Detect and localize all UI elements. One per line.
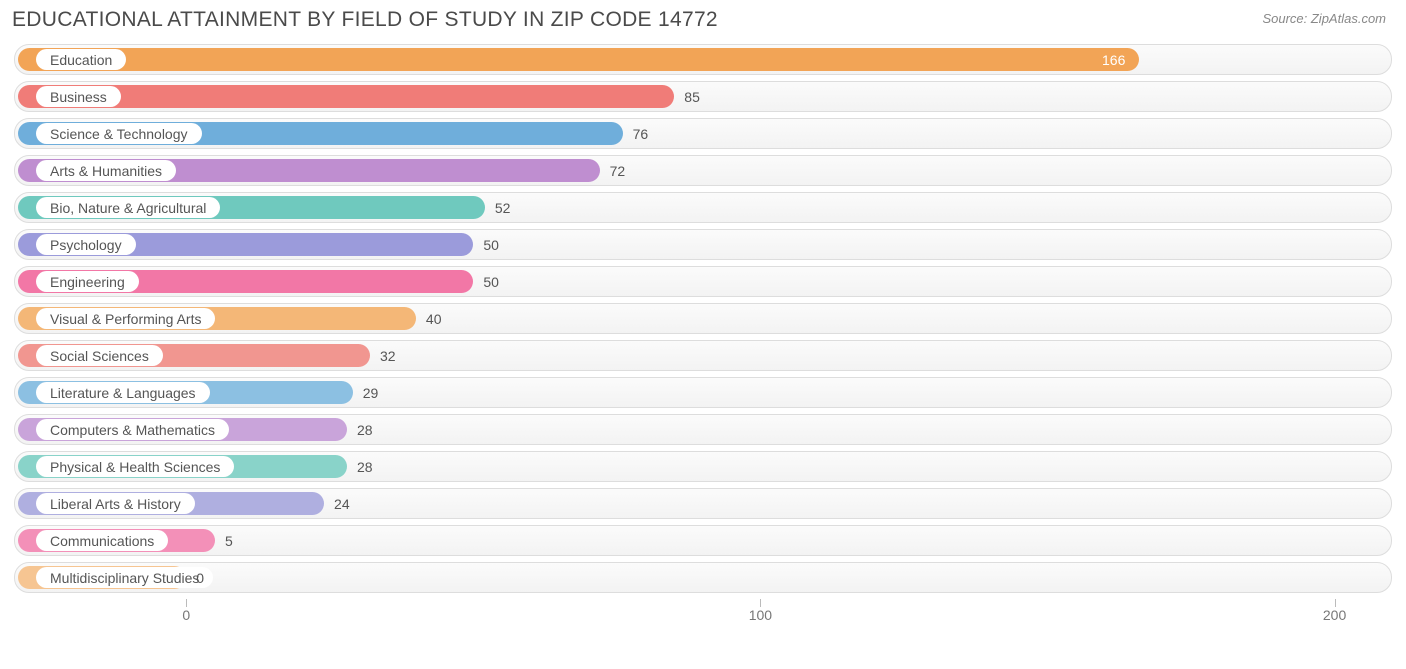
bar-track	[14, 525, 1392, 556]
bar-category-label: Physical & Health Sciences	[36, 456, 234, 477]
x-axis: 0 100 200	[14, 599, 1392, 629]
bar-category-label: Literature & Languages	[36, 382, 210, 403]
bar-row: Business 85	[14, 81, 1392, 112]
bar-row: Computers & Mathematics 28	[14, 414, 1392, 445]
bar-row: Visual & Performing Arts 40	[14, 303, 1392, 334]
bar-value-label: 29	[363, 377, 379, 408]
bar-value-label: 0	[196, 562, 204, 593]
bar-fill	[18, 48, 1139, 71]
bar-row: Science & Technology 76	[14, 118, 1392, 149]
bar-row: Engineering 50	[14, 266, 1392, 297]
bar-row: Social Sciences 32	[14, 340, 1392, 371]
bar-track	[14, 562, 1392, 593]
bar-row: Liberal Arts & History 24	[14, 488, 1392, 519]
bar-row: Education 166	[14, 44, 1392, 75]
bar-category-label: Engineering	[36, 271, 139, 292]
bar-value-label: 40	[426, 303, 442, 334]
bar-value-label: 50	[483, 229, 499, 260]
bar-row: Physical & Health Sciences 28	[14, 451, 1392, 482]
chart-header: EDUCATIONAL ATTAINMENT BY FIELD OF STUDY…	[0, 0, 1406, 44]
chart-area: Education 166 Business 85 Science & Technolo…	[0, 44, 1406, 669]
bar-value-label: 52	[495, 192, 511, 223]
bar-value-label: 85	[684, 81, 700, 112]
bar-category-label: Psychology	[36, 234, 136, 255]
bar-category-label: Visual & Performing Arts	[36, 308, 215, 329]
bar-value-label: 5	[225, 525, 233, 556]
bar-value-label: 32	[380, 340, 396, 371]
bar-category-label: Computers & Mathematics	[36, 419, 229, 440]
bar-category-label: Multidisciplinary Studies	[36, 567, 213, 588]
bar-category-label: Business	[36, 86, 121, 107]
bar-row: Multidisciplinary Studies0	[14, 562, 1392, 593]
chart-title: EDUCATIONAL ATTAINMENT BY FIELD OF STUDY…	[12, 8, 718, 32]
axis-tick-label: 100	[749, 607, 772, 623]
bar-category-label: Science & Technology	[36, 123, 202, 144]
bar-row: Communications 5	[14, 525, 1392, 556]
axis-tick-label: 200	[1323, 607, 1346, 623]
bar-value-label: 166	[1102, 44, 1125, 75]
bar-category-label: Liberal Arts & History	[36, 493, 195, 514]
axis-tick-label: 0	[182, 607, 190, 623]
bar-category-label: Communications	[36, 530, 168, 551]
bar-value-label: 28	[357, 451, 373, 482]
bar-value-label: 28	[357, 414, 373, 445]
bar-category-label: Social Sciences	[36, 345, 163, 366]
bar-row: Bio, Nature & Agricultural 52	[14, 192, 1392, 223]
bars-container: Education 166 Business 85 Science & Technolo…	[14, 44, 1392, 593]
chart-source: Source: ZipAtlas.com	[1262, 8, 1386, 26]
bar-category-label: Bio, Nature & Agricultural	[36, 197, 220, 218]
bar-value-label: 76	[633, 118, 649, 149]
axis-tick	[760, 599, 761, 607]
bar-row: Literature & Languages 29	[14, 377, 1392, 408]
bar-category-label: Arts & Humanities	[36, 160, 176, 181]
bar-category-label: Education	[36, 49, 126, 70]
bar-value-label: 50	[483, 266, 499, 297]
bar-row: Arts & Humanities 72	[14, 155, 1392, 186]
axis-tick	[1335, 599, 1336, 607]
axis-tick	[186, 599, 187, 607]
bar-row: Psychology 50	[14, 229, 1392, 260]
bar-value-label: 72	[610, 155, 626, 186]
bar-value-label: 24	[334, 488, 350, 519]
